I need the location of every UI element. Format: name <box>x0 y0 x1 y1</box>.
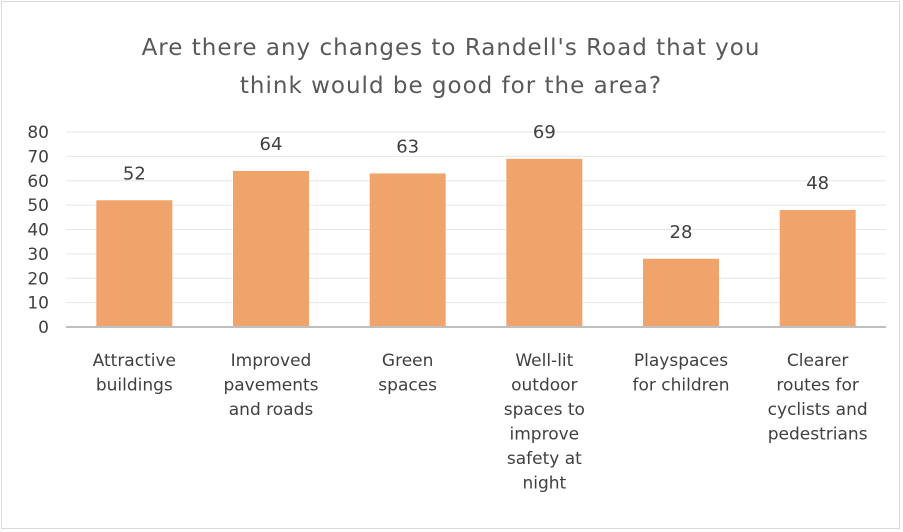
gridlines <box>66 131 886 304</box>
bars <box>96 158 856 327</box>
data-label-5: 28 <box>670 222 693 243</box>
chart-title-line-2: think would be good for the area? <box>240 73 662 99</box>
bar-3 <box>369 173 446 327</box>
category-labels: Attractive buildings Improved pavements and … <box>93 351 868 494</box>
chart-title: Are there any changes to Randell's Road … <box>142 35 761 99</box>
category-label-6: Clearer <box>787 351 849 371</box>
data-label-2: 64 <box>260 134 283 155</box>
y-tick-label: 0 <box>38 318 49 338</box>
y-tick-label: 30 <box>27 245 49 265</box>
category-label-5: for children <box>633 376 730 396</box>
category-label-4: outdoor <box>511 376 577 396</box>
y-tick-label: 70 <box>27 147 49 167</box>
category-label-2: and roads <box>229 400 314 420</box>
category-label-4: improve <box>510 425 580 445</box>
category-label-6: cyclists and <box>768 400 868 420</box>
bar-2 <box>233 171 309 327</box>
category-label-1: buildings <box>96 376 173 396</box>
y-tick-label: 10 <box>27 294 49 314</box>
category-label-4: spaces to <box>504 400 585 420</box>
category-label-6: routes for <box>776 376 859 396</box>
bar-6 <box>779 210 856 327</box>
data-labels: 52 64 63 69 28 48 <box>123 122 829 243</box>
category-label-2: Improved <box>231 351 312 371</box>
y-tick-label: 50 <box>27 196 49 216</box>
y-tick-label: 20 <box>27 269 49 289</box>
data-label-4: 69 <box>533 122 556 143</box>
data-label-3: 63 <box>396 136 419 157</box>
category-label-4: Well-lit <box>515 351 573 371</box>
category-label-6: pedestrians <box>768 425 868 445</box>
data-label-1: 52 <box>123 163 146 184</box>
data-label-6: 48 <box>806 173 829 194</box>
category-label-2: pavements <box>223 376 318 396</box>
bar-1 <box>96 200 173 327</box>
y-tick-label: 80 <box>27 123 49 143</box>
category-label-1: Attractive <box>93 351 176 371</box>
y-axis-ticks: 0 10 20 30 40 50 60 70 80 <box>27 123 49 338</box>
category-label-4: night <box>522 474 566 494</box>
chart-title-line-1: Are there any changes to Randell's Road … <box>142 35 761 61</box>
y-tick-label: 60 <box>27 172 49 192</box>
category-label-5: Playspaces <box>634 351 728 371</box>
y-tick-label: 40 <box>27 221 49 241</box>
category-label-3: spaces <box>378 376 437 396</box>
bar-5 <box>643 258 719 327</box>
category-label-3: Green <box>382 351 433 371</box>
bar-4 <box>506 158 583 327</box>
category-label-4: safety at <box>507 449 582 469</box>
